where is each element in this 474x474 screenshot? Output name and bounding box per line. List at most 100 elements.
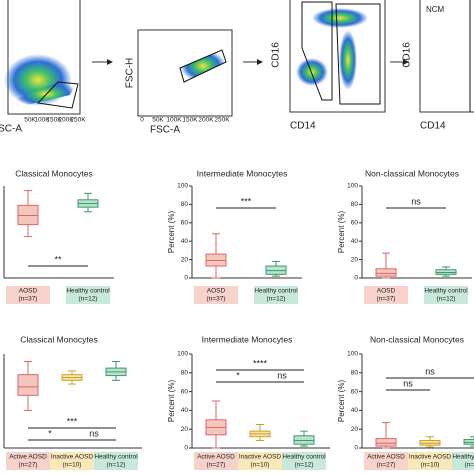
y-tick-label: 0	[354, 275, 358, 282]
sig-label: *	[236, 370, 240, 380]
panel-title: Intermediate Monocytes	[197, 168, 288, 178]
group-n: (n=37)	[19, 296, 38, 303]
box	[17, 374, 39, 396]
y-tick-label: 20	[351, 256, 359, 263]
y-tick-label: 40	[181, 238, 189, 245]
y-tick-label: 0	[184, 445, 188, 452]
y-tick-label: 60	[351, 220, 359, 227]
y-tick-label: 100	[177, 351, 188, 358]
group-label: AOSD	[19, 288, 38, 295]
x-label: CD14	[420, 121, 446, 132]
group-label: Active AOSD	[9, 454, 47, 461]
flow-tick: 150K	[46, 117, 62, 124]
gate	[335, 3, 381, 105]
flow-frame	[289, 0, 386, 113]
box	[375, 438, 397, 447]
y-tick-label: 0	[184, 275, 188, 282]
group-n: (n=12)	[267, 296, 286, 303]
group-label: Active AOSD	[367, 454, 405, 461]
group-label: Healthy control	[452, 454, 474, 461]
sig-label: **	[54, 254, 62, 264]
group-n: (n=10)	[251, 462, 270, 469]
x-label: FSC-A	[150, 125, 180, 136]
group-label: Healthy control	[66, 288, 110, 295]
flow-tick: 250K	[70, 117, 86, 124]
group-n: (n=12)	[107, 462, 126, 469]
gate-label: NCM	[426, 5, 445, 14]
group-label: Inactive AOSD	[239, 454, 282, 461]
y-tick-label: 80	[351, 370, 359, 377]
group-label-box	[6, 286, 50, 304]
y-tick-label: 60	[181, 388, 189, 395]
group-n: (n=12)	[465, 462, 474, 469]
group-label-box	[452, 452, 474, 470]
flow-frame	[7, 0, 81, 115]
y-tick-label: 20	[351, 426, 359, 433]
flow-tick: 50K	[24, 117, 36, 124]
flow-tick: 100K	[34, 117, 50, 124]
group-n: (n=10)	[63, 462, 82, 469]
group-label-box	[50, 452, 94, 470]
group-label-box	[364, 286, 408, 304]
flow-tick: 50K	[152, 117, 164, 124]
gate	[301, 1, 333, 101]
density	[312, 8, 368, 28]
flow-frame	[419, 0, 474, 113]
x-label: FSC-A	[0, 124, 22, 135]
y-label: Percent (%)	[167, 211, 176, 254]
flow-frame	[137, 29, 233, 117]
y-tick-label: 100	[347, 183, 358, 190]
group-label-box	[238, 452, 282, 470]
flow-tick: 100K	[166, 117, 182, 124]
y-label: Percent (%)	[167, 380, 176, 423]
group-label-box	[424, 286, 468, 304]
y-tick-label: 80	[181, 370, 189, 377]
y-tick-label: 20	[181, 426, 189, 433]
group-n: (n=12)	[295, 462, 314, 469]
y-tick-label: 40	[181, 407, 189, 414]
group-label: Healthy control	[424, 288, 468, 295]
group-label-box	[194, 452, 238, 470]
y-tick-label: 60	[351, 388, 359, 395]
y-tick-label: 20	[181, 256, 189, 263]
panel-title: Intermediate Monocytes	[202, 334, 293, 344]
flow-tick: 150K	[182, 117, 198, 124]
panel-title: Non-classical Monocytes	[370, 334, 464, 344]
group-label: AOSD	[377, 288, 396, 295]
sig-label: ****	[253, 358, 268, 368]
group-label-box	[94, 452, 138, 470]
group-n: (n=10)	[421, 462, 440, 469]
y-tick-label: 100	[347, 351, 358, 358]
y-tick-label: 80	[181, 201, 189, 208]
sig-label: ns	[411, 196, 421, 206]
group-label-box	[408, 452, 452, 470]
sig-label: ***	[67, 416, 78, 426]
sig-label: ***	[241, 196, 252, 206]
y-label: Percent (%)	[337, 380, 346, 423]
panel-title: Classical Monocytes	[20, 334, 97, 344]
group-label: AOSD	[207, 288, 226, 295]
group-label-box	[6, 452, 50, 470]
group-label-box	[282, 452, 326, 470]
group-label: Healthy control	[254, 288, 298, 295]
flow-tick: 250K	[214, 117, 230, 124]
group-n: (n=37)	[377, 296, 396, 303]
sig-label: ns	[89, 428, 99, 438]
group-n: (n=27)	[377, 462, 396, 469]
sig-label: ns	[425, 366, 435, 376]
group-label: Healthy control	[282, 454, 326, 461]
y-tick-label: 0	[354, 445, 358, 452]
flow-tick: 200K	[198, 117, 214, 124]
group-label: Active AOSD	[197, 454, 235, 461]
group-label-box	[254, 286, 298, 304]
group-n: (n=27)	[19, 462, 38, 469]
group-label: Healthy control	[94, 454, 138, 461]
group-label-box	[194, 286, 238, 304]
y-label: Percent (%)	[337, 211, 346, 254]
y-label: FSC-H	[125, 58, 136, 89]
group-label: Inactive AOSD	[409, 454, 452, 461]
group-label-box	[364, 452, 408, 470]
y-label: CD16	[402, 42, 413, 68]
box	[375, 268, 397, 277]
